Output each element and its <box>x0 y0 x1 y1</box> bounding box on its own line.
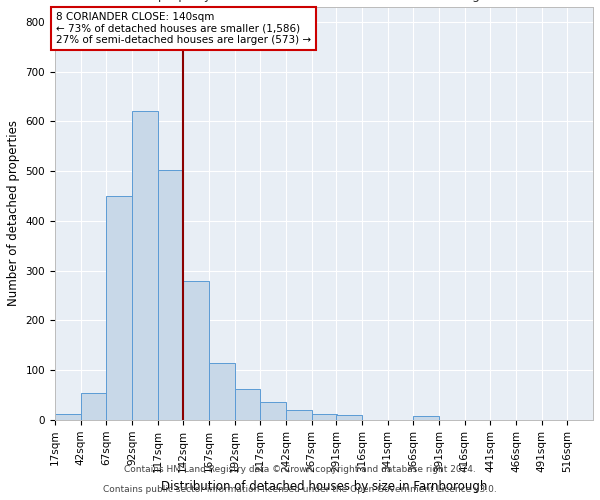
Bar <box>106 196 132 420</box>
Y-axis label: Number of detached properties: Number of detached properties <box>7 120 20 306</box>
Bar <box>235 389 260 420</box>
Bar <box>311 414 337 420</box>
Bar <box>209 362 235 420</box>
Text: Contains public sector information licensed under the Open Government Licence v3: Contains public sector information licen… <box>103 485 497 494</box>
Bar <box>132 112 158 420</box>
X-axis label: Distribution of detached houses by size in Farnborough: Distribution of detached houses by size … <box>161 480 487 493</box>
Bar <box>286 410 311 420</box>
Text: 8 CORIANDER CLOSE: 140sqm
← 73% of detached houses are smaller (1,586)
27% of se: 8 CORIANDER CLOSE: 140sqm ← 73% of detac… <box>56 12 311 45</box>
Bar <box>260 402 286 420</box>
Bar <box>55 414 80 420</box>
Bar <box>336 415 362 420</box>
Bar <box>413 416 439 420</box>
Bar <box>158 170 183 420</box>
Bar <box>80 392 106 420</box>
Text: Contains HM Land Registry data © Crown copyright and database right 2024.: Contains HM Land Registry data © Crown c… <box>124 465 476 474</box>
Text: Size of property relative to detached houses in Farnborough: Size of property relative to detached ho… <box>112 0 488 2</box>
Bar <box>183 280 209 420</box>
